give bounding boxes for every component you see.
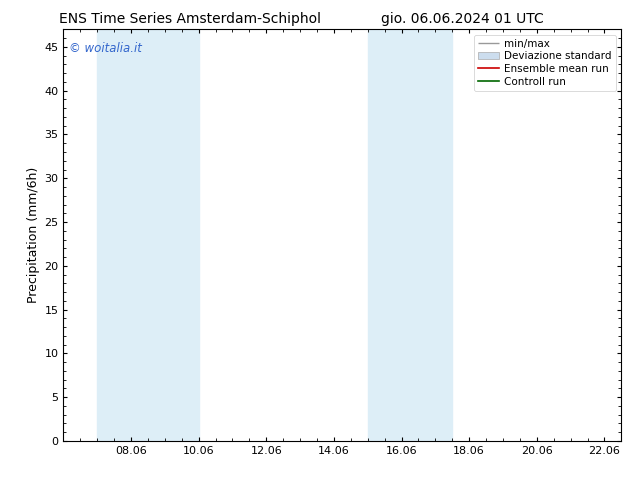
Bar [368,29,452,441]
Legend: min/max, Deviazione standard, Ensemble mean run, Controll run: min/max, Deviazione standard, Ensemble m… [474,35,616,91]
Bar [97,29,198,441]
Text: gio. 06.06.2024 01 UTC: gio. 06.06.2024 01 UTC [382,12,544,26]
Text: © woitalia.it: © woitalia.it [69,42,142,55]
Y-axis label: Precipitation (mm/6h): Precipitation (mm/6h) [27,167,40,303]
Text: ENS Time Series Amsterdam-Schiphol: ENS Time Series Amsterdam-Schiphol [59,12,321,26]
